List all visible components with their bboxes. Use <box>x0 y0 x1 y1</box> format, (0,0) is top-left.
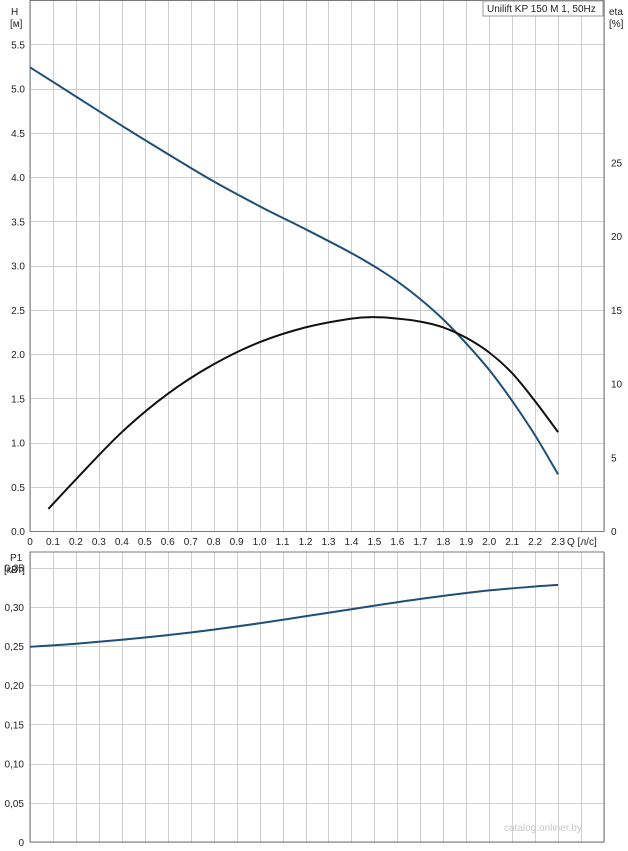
p1-axis-unit: [кВт] <box>4 565 25 576</box>
h-tick-label: 5.5 <box>11 40 25 51</box>
h-tick-label: 4.5 <box>11 129 25 140</box>
p1-tick-label: 0,20 <box>5 681 25 692</box>
h-tick-label: 1.5 <box>11 394 25 405</box>
x-tick-label: 0.9 <box>230 537 244 548</box>
p1-tick-label: 0,10 <box>5 760 25 771</box>
h-tick-label: 1.0 <box>11 439 25 450</box>
p1-curve <box>29 583 559 648</box>
p1-axis-name: P1 <box>10 553 23 564</box>
p1-tick-label: 0 <box>18 838 24 849</box>
eta-tick-label: 5 <box>611 453 617 464</box>
x-tick-label: 0.5 <box>138 537 152 548</box>
h-tick-label: 2.0 <box>11 350 25 361</box>
x-tick-label: 1.8 <box>436 537 450 548</box>
h-tick-label: 0.5 <box>11 483 25 494</box>
eta-tick-label: 25 <box>611 158 623 169</box>
x-tick-label: 0.1 <box>46 537 60 548</box>
h-tick-label: 3.5 <box>11 217 25 228</box>
h-axis-name: H <box>11 7 18 18</box>
x-tick-label: 1.0 <box>253 537 267 548</box>
eta-tick-label: 0 <box>611 527 617 538</box>
eta-axis-name: eta <box>609 7 623 18</box>
series-layer <box>29 66 559 648</box>
top-chart-tick-labels: 0 0.1 0.2 0.3 0.4 0.5 0.6 0.7 0.8 0.9 1.0 1.1 1.2 1.3… <box>11 40 622 548</box>
x-tick-label: 0.6 <box>161 537 175 548</box>
x-tick-label: 0.4 <box>115 537 129 548</box>
h-tick-label: 0.0 <box>11 527 25 538</box>
p1-tick-label: 0,05 <box>5 799 25 810</box>
x-tick-label: 0.2 <box>69 537 83 548</box>
x-tick-label: 0.3 <box>92 537 106 548</box>
eta-tick-label: 15 <box>611 306 623 317</box>
x-tick-label: 1.9 <box>459 537 473 548</box>
x-tick-label: 1.2 <box>299 537 313 548</box>
chart-title: Unilift KP 150 M 1, 50Hz <box>487 4 596 15</box>
x-tick-label: 0.7 <box>184 537 198 548</box>
bottom-chart-frame <box>29 551 605 843</box>
watermark: catalog.onliner.by <box>504 823 582 834</box>
x-tick-label: 2.1 <box>505 537 519 548</box>
h-curve <box>29 66 559 475</box>
q-axis-label: Q [л/с] <box>567 537 597 548</box>
x-tick-label: 0 <box>27 537 33 548</box>
x-tick-label: 2.3 <box>551 537 565 548</box>
chart-title-box <box>482 0 604 17</box>
x-tick-label: 1.7 <box>413 537 427 548</box>
eta-curve <box>47 316 559 510</box>
h-tick-label: 3.0 <box>11 262 25 273</box>
top-chart-frame <box>29 0 605 532</box>
x-tick-label: 2.0 <box>482 537 496 548</box>
p1-tick-label: 0,15 <box>5 720 25 731</box>
p1-tick-label: 0,35 <box>5 564 25 575</box>
h-tick-label: 2.5 <box>11 306 25 317</box>
eta-tick-label: 20 <box>611 232 623 243</box>
x-tick-label: 0.8 <box>207 537 221 548</box>
bottom-chart-tick-labels: 0 0,05 0,10 0,15 0,20 0,25 0,30 0,35 <box>5 564 25 849</box>
h-tick-label: 5.0 <box>11 85 25 96</box>
p1-tick-label: 0,30 <box>5 603 25 614</box>
x-tick-label: 1.3 <box>322 537 336 548</box>
x-tick-label: 2.2 <box>528 537 542 548</box>
p1-tick-label: 0,25 <box>5 642 25 653</box>
x-tick-label: 1.4 <box>344 537 358 548</box>
top-chart-grid <box>30 0 605 532</box>
h-axis-unit: [м] <box>10 19 23 30</box>
h-tick-label: 4.0 <box>11 173 25 184</box>
x-tick-label: 1.5 <box>367 537 381 548</box>
bottom-chart-grid <box>30 552 605 843</box>
eta-tick-label: 10 <box>611 380 623 391</box>
x-tick-label: 1.6 <box>390 537 404 548</box>
eta-axis-unit: [%] <box>609 19 624 30</box>
x-tick-label: 1.1 <box>276 537 290 548</box>
